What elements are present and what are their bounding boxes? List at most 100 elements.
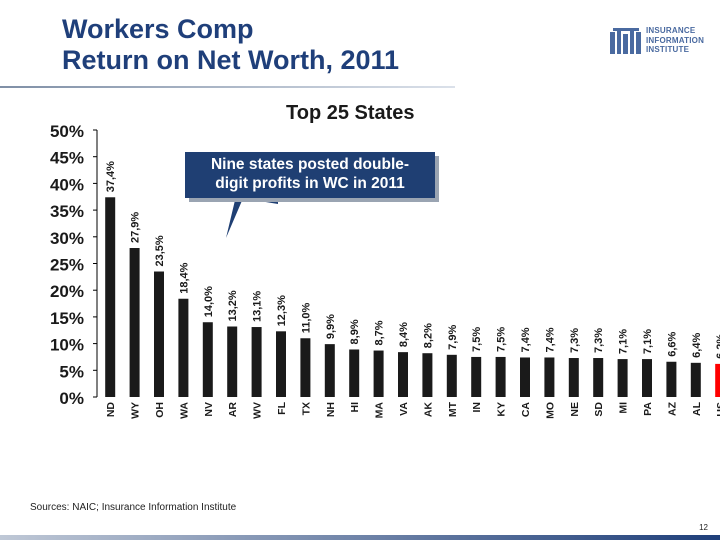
bar bbox=[398, 352, 408, 397]
bar bbox=[471, 356, 482, 397]
data-label: 9,9% bbox=[325, 314, 337, 339]
y-tick-label: 45% bbox=[50, 149, 84, 168]
logo-line-2: INFORMATION bbox=[646, 35, 705, 45]
bar bbox=[202, 322, 213, 397]
data-label: 13,1% bbox=[252, 291, 264, 322]
category-label: SD bbox=[593, 402, 605, 417]
category-label: MO bbox=[544, 402, 556, 419]
bar bbox=[154, 271, 164, 397]
title-line-2: Return on Net Worth, 2011 bbox=[62, 45, 400, 75]
bar bbox=[105, 197, 116, 397]
category-label: VA bbox=[398, 402, 410, 416]
bar bbox=[544, 357, 555, 397]
bar bbox=[593, 358, 604, 397]
data-label: 8,4% bbox=[398, 322, 410, 347]
bar bbox=[227, 326, 238, 397]
category-label: MI bbox=[618, 402, 630, 414]
data-label: 7,4% bbox=[544, 327, 556, 352]
category-label: NE bbox=[569, 402, 581, 417]
footer-bar bbox=[0, 535, 720, 540]
page-title: Workers Comp Return on Net Worth, 2011 bbox=[62, 14, 399, 76]
title-divider bbox=[0, 86, 455, 88]
y-tick-label: 15% bbox=[50, 309, 84, 328]
bar bbox=[251, 327, 262, 397]
data-label: 7,4% bbox=[520, 327, 532, 352]
category-label: HI bbox=[349, 402, 361, 413]
callout-box: Nine states posted double- digit profits… bbox=[185, 152, 435, 198]
bar bbox=[495, 356, 506, 397]
bar bbox=[617, 359, 628, 397]
category-label: MT bbox=[447, 401, 459, 417]
category-label: AK bbox=[422, 402, 434, 418]
bar bbox=[129, 248, 140, 397]
callout-line-1: Nine states posted double- bbox=[210, 156, 410, 173]
logo-icon bbox=[610, 28, 641, 54]
data-label: 13,2% bbox=[227, 290, 239, 321]
bar bbox=[300, 338, 311, 397]
bar bbox=[520, 357, 530, 397]
data-label: 11,0% bbox=[300, 302, 312, 333]
bar bbox=[642, 359, 652, 397]
y-tick-label: 10% bbox=[50, 336, 84, 355]
data-label: 7,3% bbox=[593, 328, 605, 353]
callout-pointer bbox=[226, 196, 278, 238]
category-label: PA bbox=[642, 402, 654, 416]
data-label: 7,5% bbox=[496, 327, 508, 352]
category-label: MA bbox=[374, 402, 386, 419]
data-label: 7,1% bbox=[618, 329, 630, 354]
bar bbox=[422, 353, 433, 397]
data-label: 18,4% bbox=[178, 262, 190, 293]
bar bbox=[373, 350, 384, 397]
category-label: CA bbox=[520, 402, 532, 418]
data-label: 6,2% bbox=[715, 334, 720, 359]
bar bbox=[324, 344, 335, 397]
sources-note: Sources: NAIC; Insurance Information Ins… bbox=[30, 502, 237, 513]
category-label: FL bbox=[276, 401, 288, 414]
category-label: TX bbox=[300, 402, 312, 415]
y-tick-label: 50% bbox=[50, 122, 84, 141]
category-label: KY bbox=[496, 402, 508, 417]
data-label: 8,9% bbox=[349, 319, 361, 344]
category-label: NV bbox=[203, 402, 215, 417]
bar bbox=[568, 358, 579, 397]
bar bbox=[446, 354, 457, 397]
y-tick-label: 40% bbox=[50, 175, 84, 194]
bar bbox=[178, 298, 189, 397]
category-label: NH bbox=[325, 402, 337, 417]
logo-line-1: INSURANCE bbox=[646, 26, 696, 35]
category-label: WV bbox=[252, 402, 264, 419]
iii-logo: INSURANCE INFORMATION INSTITUTE bbox=[610, 26, 710, 58]
data-label: 6,4% bbox=[691, 333, 703, 358]
bar bbox=[715, 363, 720, 397]
bar bbox=[349, 349, 360, 397]
y-tick-label: 20% bbox=[50, 282, 84, 301]
bar bbox=[666, 361, 677, 397]
category-label: US bbox=[715, 402, 720, 417]
data-label: 7,1% bbox=[642, 329, 654, 354]
data-label: 7,9% bbox=[447, 325, 459, 350]
data-label: 27,9% bbox=[130, 212, 142, 243]
data-label: 23,5% bbox=[154, 235, 166, 266]
title-line-1: Workers Comp bbox=[62, 14, 254, 44]
category-label: WA bbox=[178, 402, 190, 419]
data-label: 7,3% bbox=[569, 328, 581, 353]
y-tick-label: 5% bbox=[59, 362, 84, 381]
data-label: 12,3% bbox=[276, 295, 288, 326]
category-label: AL bbox=[691, 401, 703, 416]
chart-title: Top 25 States bbox=[286, 102, 415, 124]
category-label: OH bbox=[154, 402, 166, 418]
callout-text: Nine states posted double- digit profits… bbox=[185, 155, 435, 193]
callout-line-2: digit profits in WC in 2011 bbox=[215, 175, 405, 192]
logo-line-3: INSTITUTE bbox=[646, 45, 690, 54]
category-label: IN bbox=[471, 402, 483, 413]
data-label: 8,7% bbox=[374, 320, 386, 345]
y-tick-label: 30% bbox=[50, 229, 84, 248]
data-label: 6,6% bbox=[666, 331, 678, 356]
data-label: 7,5% bbox=[471, 327, 483, 352]
bar bbox=[276, 331, 286, 397]
category-label: WY bbox=[130, 402, 142, 419]
logo-wordmark: INSURANCE INFORMATION INSTITUTE bbox=[646, 26, 704, 55]
y-tick-label: 35% bbox=[50, 202, 84, 221]
page-number: 12 bbox=[699, 523, 708, 532]
